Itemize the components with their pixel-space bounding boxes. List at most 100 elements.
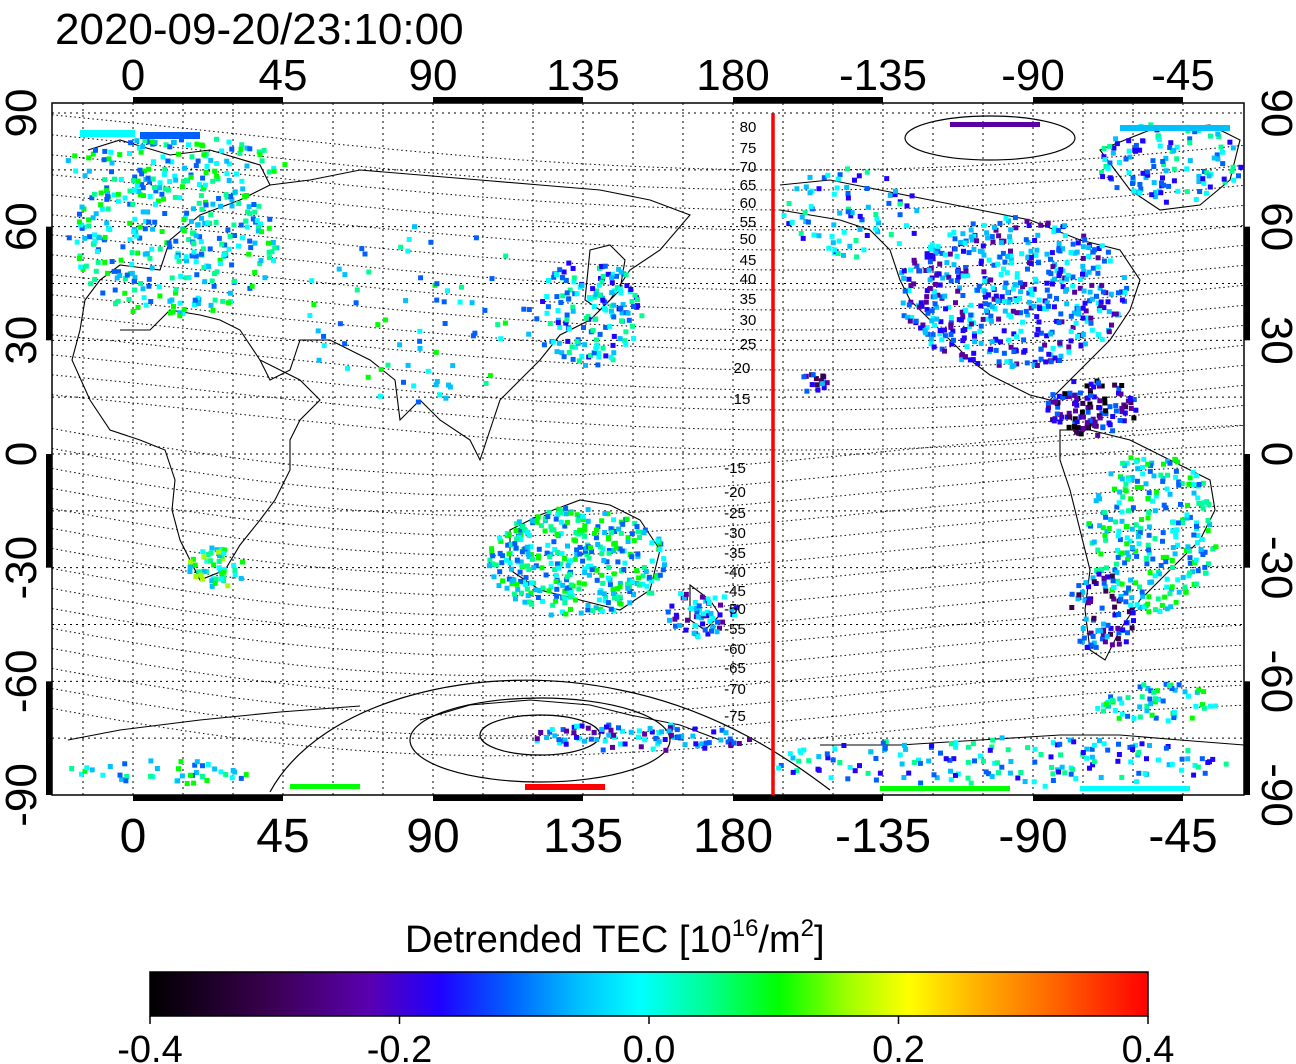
axis-bar-left (46, 454, 52, 568)
tec-point (942, 293, 948, 299)
tec-point (548, 551, 554, 557)
tec-point (1121, 418, 1127, 424)
tec-point (113, 301, 118, 307)
tec-point (582, 533, 588, 539)
tec-point (600, 580, 606, 586)
tec-point (91, 191, 97, 197)
axis-bar-top (433, 97, 583, 103)
tec-point (929, 318, 935, 324)
tec-point (167, 244, 173, 250)
tec-point (1221, 176, 1227, 182)
tec-point (1125, 713, 1131, 719)
tec-point (111, 268, 117, 274)
tec-point (246, 204, 252, 210)
tec-point (953, 772, 958, 778)
tec-point (610, 590, 616, 596)
tec-point (132, 216, 138, 222)
tec-point (1200, 505, 1206, 511)
tec-point (1129, 526, 1135, 532)
tec-point (593, 535, 599, 541)
tec-point (660, 567, 666, 573)
tec-point (1146, 510, 1152, 516)
tec-point (1151, 164, 1157, 169)
tec-point (104, 220, 110, 226)
tec-point (1178, 501, 1183, 507)
tec-point (104, 185, 110, 191)
tec-point (229, 262, 235, 268)
tec-point (602, 598, 608, 604)
tec-point (232, 278, 237, 284)
tec-point (1160, 478, 1166, 484)
tec-point (1165, 472, 1170, 478)
tec-point (960, 338, 966, 344)
tec-point (1045, 407, 1051, 413)
tec-point (1196, 179, 1202, 184)
tec-point (571, 537, 577, 543)
tec-point (924, 307, 930, 313)
tec-point (434, 281, 440, 287)
tec-point (566, 350, 572, 355)
tec-point (1135, 466, 1141, 472)
tec-point (1172, 551, 1178, 557)
tec-point (530, 556, 535, 562)
tec-point (1101, 708, 1106, 714)
tec-point (72, 153, 78, 159)
tec-point (1127, 744, 1133, 750)
coast-europe-africa (67, 139, 361, 741)
tec-point (611, 333, 617, 339)
tec-point (904, 223, 909, 229)
tec-point (1150, 158, 1156, 164)
tec-point (849, 210, 855, 216)
tec-point (968, 234, 974, 240)
tec-point (1004, 270, 1010, 276)
contour-line (52, 704, 1244, 757)
tec-point (1152, 536, 1158, 542)
tec-point (620, 302, 626, 308)
tec-point (1082, 598, 1088, 604)
tec-point (1110, 150, 1116, 156)
tec-point (238, 775, 244, 781)
tec-point (1022, 281, 1028, 287)
tec-point (841, 229, 847, 235)
tec-point (1105, 299, 1111, 305)
tec-point (946, 304, 952, 310)
tec-point (442, 321, 448, 326)
tec-point (1049, 399, 1055, 405)
tec-point (958, 239, 964, 245)
tec-point (620, 728, 625, 734)
tec-point (590, 327, 596, 333)
tec-point (904, 203, 910, 209)
tec-point (1075, 240, 1081, 246)
tec-point (993, 227, 999, 233)
tec-point (517, 569, 523, 575)
tec-point (909, 193, 915, 199)
tec-point (1080, 626, 1086, 631)
tec-point (1073, 776, 1079, 782)
tec-point (677, 622, 683, 628)
tec-point (502, 320, 508, 326)
tec-point (90, 151, 96, 157)
tec-point (717, 625, 722, 631)
tec-point (983, 301, 989, 307)
tec-point (942, 348, 947, 354)
tec-point (1026, 290, 1032, 296)
tec-point (918, 780, 924, 786)
tec-point (445, 288, 450, 294)
tec-point (513, 596, 518, 602)
tec-point (824, 380, 830, 386)
tec-point (1162, 594, 1168, 600)
tec-point (1138, 186, 1144, 192)
tec-point (1144, 555, 1150, 561)
tec-point (1116, 741, 1121, 747)
tec-point (655, 538, 661, 544)
tec-point (545, 514, 551, 520)
tec-point (86, 217, 92, 223)
tec-point (650, 746, 656, 752)
tec-point (552, 733, 558, 739)
tec-point (1137, 584, 1142, 590)
tec-point (167, 144, 173, 150)
tec-point (184, 210, 190, 216)
tec-point (814, 382, 820, 388)
tec-point (106, 156, 112, 162)
